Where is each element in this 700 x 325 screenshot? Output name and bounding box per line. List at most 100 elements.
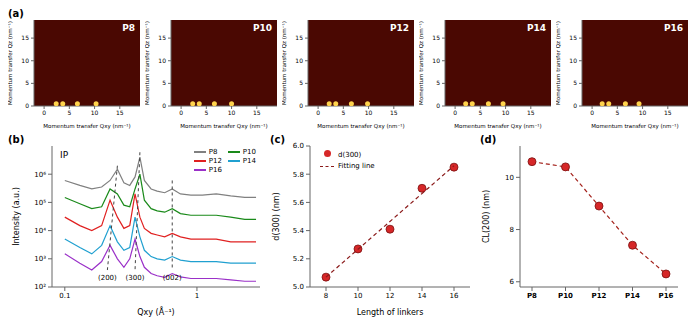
svg-text:5: 5 xyxy=(436,79,440,86)
svg-text:P16: P16 xyxy=(664,23,683,33)
svg-text:10⁵: 10⁵ xyxy=(34,199,46,207)
svg-text:10: 10 xyxy=(158,57,166,64)
svg-text:14: 14 xyxy=(418,292,427,300)
svg-text:P12: P12 xyxy=(390,23,409,33)
html-text:d(300): d(300) xyxy=(338,151,362,159)
svg-text:5: 5 xyxy=(299,79,303,86)
svg-text:5: 5 xyxy=(25,79,29,86)
svg-text:10: 10 xyxy=(365,109,373,116)
svg-text:8: 8 xyxy=(324,292,328,300)
html-text:P16: P16 xyxy=(208,166,222,174)
svg-text:P16: P16 xyxy=(659,292,674,300)
svg-text:10⁴: 10⁴ xyxy=(34,227,46,235)
svg-text:6.0: 6.0 xyxy=(293,142,304,150)
svg-text:15: 15 xyxy=(432,34,440,41)
svg-text:Momentum transfer Qz (nm⁻¹): Momentum transfer Qz (nm⁻¹) xyxy=(419,21,424,105)
svg-text:Momentum transfer Qxy (nm⁻¹): Momentum transfer Qxy (nm⁻¹) xyxy=(43,123,130,130)
svg-text:5: 5 xyxy=(204,109,208,116)
svg-text:5: 5 xyxy=(341,109,345,116)
svg-text:5: 5 xyxy=(573,79,577,86)
svg-text:P10: P10 xyxy=(558,292,573,300)
html-text:IP: IP xyxy=(60,150,69,160)
svg-text:Momentum transfer Qz (nm⁻¹): Momentum transfer Qz (nm⁻¹) xyxy=(556,21,561,105)
svg-text:15: 15 xyxy=(116,109,124,116)
svg-text:10: 10 xyxy=(295,57,303,64)
svg-text:16: 16 xyxy=(450,292,459,300)
svg-text:P8: P8 xyxy=(122,23,135,33)
svg-text:5.2: 5.2 xyxy=(293,255,304,263)
html-text:P10: P10 xyxy=(242,148,256,156)
svg-text:(002): (002) xyxy=(163,274,182,282)
svg-text:10: 10 xyxy=(432,57,440,64)
svg-text:15: 15 xyxy=(527,109,535,116)
svg-text:10: 10 xyxy=(91,109,99,116)
svg-text:15: 15 xyxy=(295,34,303,41)
svg-text:15: 15 xyxy=(158,34,166,41)
svg-text:15: 15 xyxy=(569,34,577,41)
svg-text:0: 0 xyxy=(25,102,29,109)
svg-text:8: 8 xyxy=(510,226,514,234)
svg-text:Length of linkers: Length of linkers xyxy=(357,308,424,317)
svg-text:15: 15 xyxy=(253,109,261,116)
html-text:(d): (d) xyxy=(480,134,497,145)
svg-text:Qxy (Å⁻¹): Qxy (Å⁻¹) xyxy=(137,306,174,317)
svg-text:10: 10 xyxy=(21,57,29,64)
html-text:P12: P12 xyxy=(208,157,222,165)
html-text:P8: P8 xyxy=(208,148,218,156)
svg-text:Momentum transfer Qxy (nm⁻¹): Momentum transfer Qxy (nm⁻¹) xyxy=(591,123,678,130)
svg-text:15: 15 xyxy=(390,109,398,116)
svg-text:Momentum transfer Qz (nm⁻¹): Momentum transfer Qz (nm⁻¹) xyxy=(282,21,287,105)
svg-text:10⁶: 10⁶ xyxy=(34,171,46,179)
html-text:(b): (b) xyxy=(8,134,25,145)
svg-text:10: 10 xyxy=(502,109,510,116)
svg-text:(200): (200) xyxy=(98,274,117,282)
svg-text:5.0: 5.0 xyxy=(293,283,304,291)
svg-text:Momentum transfer Qz (nm⁻¹): Momentum transfer Qz (nm⁻¹) xyxy=(145,21,150,105)
svg-text:0: 0 xyxy=(453,109,457,116)
svg-text:10: 10 xyxy=(505,174,514,182)
svg-text:P14: P14 xyxy=(625,292,640,300)
html-text:(a): (a) xyxy=(8,8,24,19)
svg-text:Intensity (a.u.): Intensity (a.u.) xyxy=(12,187,21,246)
svg-text:0: 0 xyxy=(436,102,440,109)
svg-text:5.6: 5.6 xyxy=(293,199,305,207)
svg-text:15: 15 xyxy=(664,109,672,116)
svg-text:10: 10 xyxy=(569,57,577,64)
svg-text:Momentum transfer Qxy (nm⁻¹): Momentum transfer Qxy (nm⁻¹) xyxy=(180,123,267,130)
svg-text:10: 10 xyxy=(639,109,647,116)
svg-text:P14: P14 xyxy=(527,23,546,33)
svg-text:P10: P10 xyxy=(253,23,272,33)
svg-text:0: 0 xyxy=(42,109,46,116)
svg-text:0: 0 xyxy=(590,109,594,116)
svg-text:P8: P8 xyxy=(527,292,537,300)
svg-text:5: 5 xyxy=(67,109,71,116)
svg-text:d(300) (nm): d(300) (nm) xyxy=(272,192,281,240)
svg-text:10³: 10³ xyxy=(34,255,46,263)
svg-text:12: 12 xyxy=(386,292,395,300)
svg-text:5: 5 xyxy=(615,109,619,116)
svg-text:0: 0 xyxy=(573,102,577,109)
svg-text:Momentum transfer Qxy (nm⁻¹): Momentum transfer Qxy (nm⁻¹) xyxy=(454,123,541,130)
svg-text:0: 0 xyxy=(162,102,166,109)
svg-text:10²: 10² xyxy=(34,283,46,291)
svg-text:5: 5 xyxy=(162,79,166,86)
svg-text:10: 10 xyxy=(228,109,236,116)
svg-text:5.8: 5.8 xyxy=(293,171,304,179)
svg-text:5.4: 5.4 xyxy=(293,227,305,235)
svg-text:0.1: 0.1 xyxy=(59,292,70,300)
html-text:(c): (c) xyxy=(270,134,286,145)
svg-text:5: 5 xyxy=(478,109,482,116)
svg-text:0: 0 xyxy=(316,109,320,116)
svg-text:Momentum transfer Qz (nm⁻¹): Momentum transfer Qz (nm⁻¹) xyxy=(8,21,13,105)
svg-text:15: 15 xyxy=(21,34,29,41)
svg-text:0: 0 xyxy=(299,102,303,109)
svg-text:0: 0 xyxy=(179,109,183,116)
svg-text:1: 1 xyxy=(195,292,199,300)
svg-text:10: 10 xyxy=(354,292,363,300)
svg-text:(300): (300) xyxy=(126,274,145,282)
svg-text:6: 6 xyxy=(510,278,515,286)
svg-text:Momentum transfer Qxy (nm⁻¹): Momentum transfer Qxy (nm⁻¹) xyxy=(317,123,404,130)
svg-text:CL(200) (nm): CL(200) (nm) xyxy=(482,190,491,243)
svg-text:P12: P12 xyxy=(592,292,607,300)
html-text:P14: P14 xyxy=(242,157,256,165)
